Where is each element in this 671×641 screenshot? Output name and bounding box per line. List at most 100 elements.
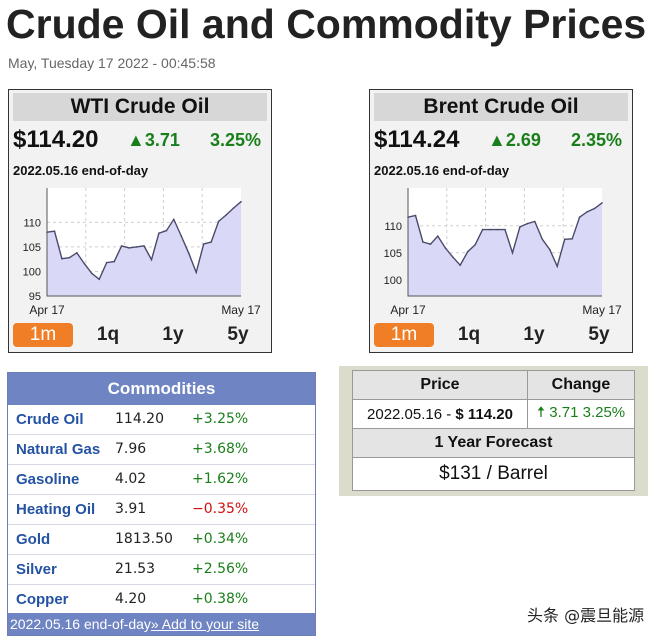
table-row: Crude Oil 114.20 +3.25% [8,405,315,435]
tab-1y[interactable]: 1y [523,324,545,345]
data-point [202,243,205,245]
forecast-value: $131 / Barrel [352,457,635,491]
commodity-price: 114.20 [115,411,164,427]
commodities-header: Commodities [8,373,315,405]
page-title: Crude Oil and Commodity Prices [6,1,647,47]
data-point [128,247,130,249]
data-point [414,214,417,217]
commodity-price: 4.02 [115,471,147,487]
data-point [83,262,86,265]
y-tick-label: 110 [23,217,41,229]
data-point [526,222,529,225]
range-tabs: 1m 1q 1y 5y [13,323,267,347]
add-to-site-link[interactable]: » Add to your site [150,616,260,632]
commodity-name[interactable]: Gasoline [16,471,80,488]
price-area [408,202,602,296]
commodity-change: −0.35% [192,501,249,517]
x-tick-label-start: Apr 17 [390,303,426,317]
data-point [466,250,469,253]
forecast-header: 1 Year Forecast [352,428,635,458]
commodity-price: 3.91 [115,501,147,517]
axis-line [46,188,241,297]
commodity-change: +3.25% [192,411,249,427]
data-point [180,235,183,237]
data-point [150,258,153,261]
data-point [586,211,588,213]
data-point [173,218,175,221]
table-row: Gasoline 4.02 +1.62% [8,465,315,495]
y-tick-label: 105 [384,248,402,260]
data-point [53,230,56,232]
commodities-rows: Crude Oil 114.20 +3.25% Natural Gas 7.96 +3.6… [8,405,315,615]
change-cell: 🠅 3.71 3.25% [527,399,635,429]
commodity-name[interactable]: Silver [16,561,57,578]
commodity-name[interactable]: Heating Oil [16,501,96,518]
x-tick-label-start: Apr 17 [29,303,65,317]
price-column-header: Price [352,370,528,400]
brent-price-chart: 100 105 110 Apr 17 May 17 [384,188,622,317]
tab-1q[interactable]: 1q [96,324,120,345]
data-point [240,200,242,203]
widget-date: 2022.05.16 end-of-day [374,163,510,178]
commodity-name[interactable]: Crude Oil [16,411,84,428]
price-summary-box: Price Change 2022.05.16 - $ 114.20 🠅 3.7… [339,366,648,496]
commodity-name[interactable]: Copper [16,591,69,608]
data-point [563,238,566,241]
commodities-table: Commodities Crude Oil 114.20 +3.25% Natural… [7,372,316,636]
up-arrow-icon: 🠅 [536,403,546,421]
data-point [437,235,439,237]
data-point [593,207,596,210]
footer-date: 2022.05.16 end-of-day [10,616,151,632]
tab-1m[interactable]: 1m [374,323,434,347]
commodity-change: +3.68% [192,441,249,457]
data-point [519,226,521,228]
table-row: Copper 4.20 +0.38% [8,585,315,615]
commodity-price: 4.20 [115,591,147,607]
data-point [549,248,551,251]
brent-widget: Brent Crude Oil $114.24 ▲2.69 2.35% 2022… [369,89,633,353]
data-point [444,247,447,249]
data-point [195,271,197,274]
x-tick-label-end: May 17 [221,303,261,317]
data-point [556,265,558,268]
data-point [105,261,108,264]
tab-1q[interactable]: 1q [457,324,481,345]
data-point [534,220,536,223]
price-table: Price Change 2022.05.16 - $ 114.20 🠅 3.7… [352,370,635,491]
data-point [225,214,227,216]
data-point [422,241,424,243]
data-point [601,202,603,204]
tab-5y[interactable]: 5y [588,324,610,345]
data-point [188,252,190,255]
widget-percent: 3.25% [209,130,261,150]
widget-price: $114.24 [374,126,460,153]
range-tabs: 1m 1q 1y 5y [374,323,628,347]
data-point [489,228,491,231]
timestamp: May, Tuesday 17 2022 - 00:45:58 [8,55,216,71]
data-point [135,246,138,248]
price-cell: 2022.05.16 - $ 114.20 [352,399,528,429]
data-point [452,256,454,258]
commodity-price: 7.96 [115,441,147,457]
change-column-header: Change [527,370,635,400]
table-row: Silver 21.53 +2.56% [8,555,315,585]
commodity-price: 1813.50 [115,531,173,547]
data-point [578,216,581,218]
commodity-name[interactable]: Natural Gas [16,441,101,458]
commodity-change: +0.38% [192,591,249,607]
data-point [143,245,145,247]
data-point [210,241,212,243]
commodity-name[interactable]: Gold [16,531,51,548]
y-tick-label: 100 [23,266,41,278]
tab-1m[interactable]: 1m [13,323,73,347]
table-row: Natural Gas 7.96 +3.68% [8,435,315,465]
tab-1y[interactable]: 1y [162,324,184,345]
data-point [459,264,461,266]
commodity-change: +0.34% [192,531,249,547]
axis-line [407,188,602,297]
data-point [496,228,499,231]
tab-5y[interactable]: 5y [227,324,249,345]
price-area [47,201,241,296]
widget-price: $114.20 [13,126,99,153]
data-point [481,228,484,231]
